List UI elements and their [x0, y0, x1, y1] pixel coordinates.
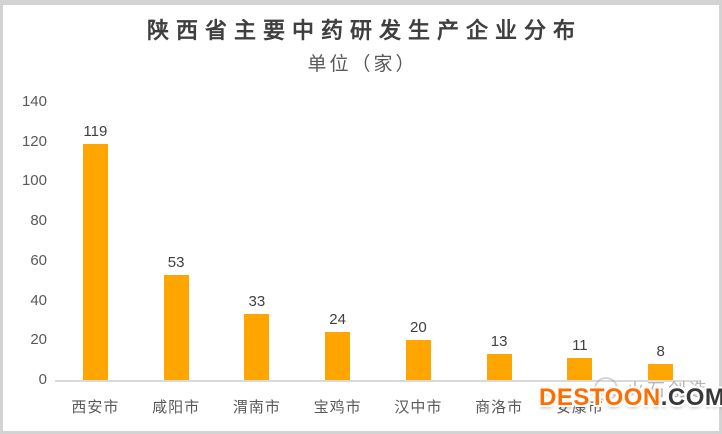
bar	[325, 332, 351, 380]
x-axis-category-label: 宝鸡市	[313, 399, 362, 416]
x-axis-category-label: 咸阳市	[152, 399, 201, 416]
bar	[567, 358, 593, 380]
stamp-watermark: 火石创造	[594, 376, 710, 402]
x-axis-category-label: 安康市	[555, 399, 604, 416]
y-axis-tick-label: 20	[30, 331, 47, 349]
chart-canvas: 陕西省主要中药研发生产企业分布 单位（家） 0 20 40 60 80 100 120 140…	[3, 5, 722, 431]
bar	[405, 340, 431, 380]
bar-value-label: 13	[490, 333, 508, 350]
bar-value-label: 11	[572, 337, 588, 354]
bar-value-label: 53	[167, 254, 185, 271]
x-axis-category-label: 汉中市	[394, 399, 443, 416]
bar	[648, 364, 674, 380]
y-axis-tick-label: 40	[30, 291, 47, 309]
y-axis-tick-label: 80	[30, 212, 47, 230]
bar	[244, 314, 270, 380]
x-axis-category-label: 西安市	[71, 399, 120, 416]
plot-area: 0 20 40 60 80 100 120 140 119 西安市 53 咸阳市 33 渭南市 24 宝鸡市 2…	[3, 5, 719, 431]
y-axis-tick-label: 0	[38, 371, 47, 388]
bar-value-label: 119	[83, 123, 108, 140]
x-axis-category-label: 商洛市	[475, 399, 524, 416]
y-axis-tick-label: 100	[21, 172, 47, 190]
x-axis-category-label: 渭南市	[232, 399, 281, 416]
bar	[82, 144, 108, 380]
destoon-watermark-suffix: .COM	[660, 384, 722, 411]
chart-title: 陕西省主要中药研发生产企业分布	[146, 18, 582, 43]
bar	[163, 275, 189, 380]
bar-value-label: 8	[656, 343, 665, 360]
y-axis-tick-label: 60	[30, 251, 47, 269]
bar-value-label: 33	[248, 293, 266, 310]
bar-value-label: 24	[329, 311, 346, 328]
y-axis-tick-label: 120	[21, 132, 47, 150]
destoon-watermark-brand: DESTOON	[539, 384, 661, 411]
y-axis-tick-label: 140	[21, 93, 47, 110]
destoon-watermark: DESTOON.COM	[539, 384, 722, 412]
bar	[486, 354, 512, 380]
x-axis-line	[55, 380, 701, 382]
stamp-logo-icon	[594, 377, 618, 401]
chart-subtitle: 单位（家）	[307, 54, 418, 75]
stamp-watermark-text: 火石创造	[626, 380, 710, 400]
bar-value-label: 20	[410, 319, 427, 336]
